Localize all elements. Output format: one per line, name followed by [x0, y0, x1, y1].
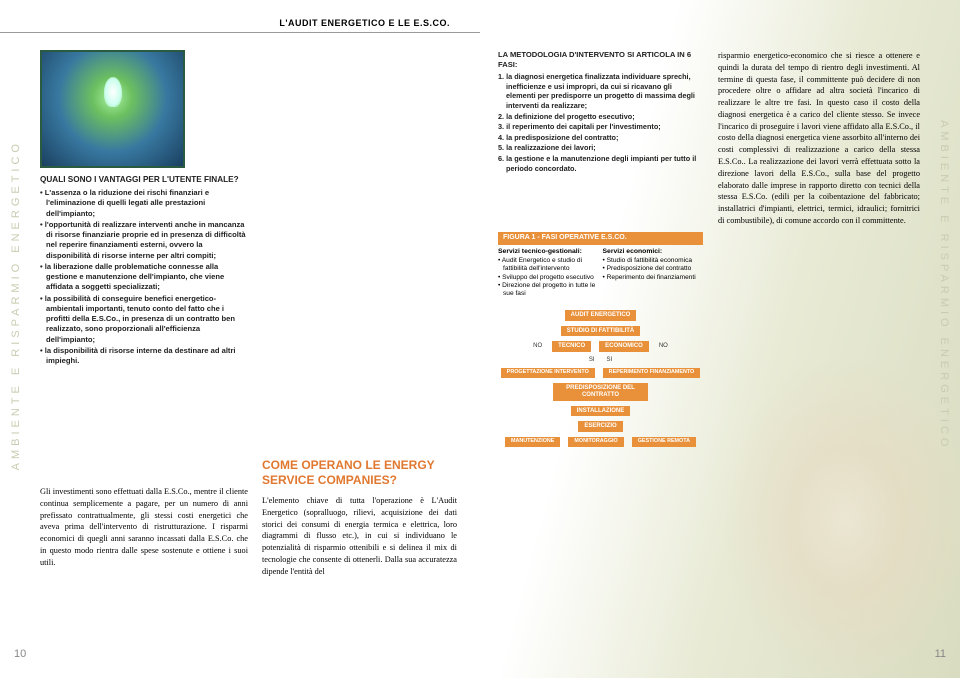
- list-item: la possibilità di conseguire benefici en…: [40, 294, 248, 345]
- list-item: Reperimento dei finanziamenti: [603, 274, 704, 282]
- methodology-list: 1. la diagnosi energetica finalizzata in…: [498, 72, 703, 173]
- figure-box: FIGURA 1 - FASI OPERATIVE E.S.CO. Serviz…: [498, 232, 703, 298]
- col-title: Servizi tecnico-gestionali:: [498, 248, 599, 256]
- flow-node: REPERIMENTO FINANZIAMENTO: [603, 368, 700, 378]
- advantages-list: L'assenza o la riduzione dei rischi fina…: [40, 188, 248, 366]
- flow-label-si: SI: [605, 357, 615, 364]
- list-item: l'opportunità di realizzare interventi a…: [40, 220, 248, 261]
- col-title: Servizi economici:: [603, 248, 704, 256]
- list-item: 3. il reperimento dei capitali per l'inv…: [498, 122, 703, 132]
- page-right: AMBIENTE E RISPARMIO ENERGETICO LA METOD…: [480, 0, 960, 678]
- flow-label-no: NO: [657, 343, 670, 350]
- figure-title: FIGURA 1 - FASI OPERATIVE E.S.CO.: [498, 232, 703, 245]
- list-item: 2. la definizione del progetto esecutivo…: [498, 112, 703, 122]
- right-body-text: risparmio energetico-economico che si ri…: [718, 50, 920, 227]
- flow-node: PROGETTAZIONE INTERVENTO: [501, 368, 595, 378]
- flow-node: ESERCIZIO: [578, 421, 622, 432]
- page-number-right: 11: [935, 648, 946, 660]
- figure-col-economic: Servizi economici: Studio di fattibilità…: [603, 248, 704, 299]
- flow-node: STUDIO DI FATTIBILITÀ: [561, 326, 641, 337]
- flow-node: PREDISPOSIZIONE DEL CONTRATTO: [553, 383, 648, 400]
- background-photo: [680, 328, 960, 678]
- advantages-title: QUALI SONO I VANTAGGI PER L'UTENTE FINAL…: [40, 174, 248, 185]
- methodology-box: LA METODOLOGIA D'INTERVENTO SI ARTICOLA …: [498, 50, 703, 174]
- page-number-left: 10: [14, 648, 26, 660]
- figure-col-technical: Servizi tecnico-gestionali: Audit Energe…: [498, 248, 599, 299]
- list-item: 4. la predisposizione del contratto;: [498, 133, 703, 143]
- left-body-text: Gli investimenti sono effettuati dalla E…: [40, 486, 248, 568]
- page-left: L'AUDIT ENERGETICO E LE E.S.CO. AMBIENTE…: [0, 0, 480, 678]
- list-item: Studio di fattibilità economica: [603, 257, 704, 265]
- list-item: la liberazione dalle problematiche conne…: [40, 262, 248, 293]
- list-item: L'assenza o la riduzione dei rischi fina…: [40, 188, 248, 219]
- flowchart: AUDIT ENERGETICO STUDIO DI FATTIBILITÀ N…: [498, 310, 703, 452]
- flow-node: MONITORAGGIO: [568, 437, 623, 447]
- mid-body-text: L'elemento chiave di tutta l'operazione …: [262, 495, 457, 577]
- flow-label-si: SI: [587, 357, 597, 364]
- flow-node: ECONOMICO: [599, 341, 649, 352]
- flow-node: GESTIONE REMOTA: [632, 437, 696, 447]
- flow-label-no: NO: [531, 343, 544, 350]
- list-item: la disponibilità di risorse interne da d…: [40, 346, 248, 367]
- hero-image: [40, 50, 185, 168]
- section-heading: COME OPERANO LE ENERGY SERVICE COMPANIES…: [262, 458, 462, 488]
- methodology-title: LA METODOLOGIA D'INTERVENTO SI ARTICOLA …: [498, 50, 703, 70]
- list-item: Sviluppo del progetto esecutivo: [498, 274, 599, 282]
- list-item: Direzione del progetto in tutte le sue f…: [498, 282, 599, 298]
- flow-node: AUDIT ENERGETICO: [565, 310, 637, 321]
- header-rule: [0, 32, 480, 33]
- list-item: Audit Energetico e studio di fattibilità…: [498, 257, 599, 273]
- advantages-box: QUALI SONO I VANTAGGI PER L'UTENTE FINAL…: [40, 174, 248, 367]
- flow-node: MANUTENZIONE: [505, 437, 560, 447]
- vertical-label-left: AMBIENTE E RISPARMIO ENERGETICO: [10, 140, 22, 470]
- flow-node: TECNICO: [552, 341, 591, 352]
- header-title: L'AUDIT ENERGETICO E LE E.S.CO.: [279, 18, 450, 28]
- list-item: 6. la gestione e la manutenzione degli i…: [498, 154, 703, 173]
- list-item: 5. la realizzazione dei lavori;: [498, 143, 703, 153]
- list-item: Predisposizione del contratto: [603, 265, 704, 273]
- vertical-label-right: AMBIENTE E RISPARMIO ENERGETICO: [938, 120, 950, 450]
- page-spread: L'AUDIT ENERGETICO E LE E.S.CO. AMBIENTE…: [0, 0, 960, 678]
- list-item: 1. la diagnosi energetica finalizzata in…: [498, 72, 703, 111]
- flow-node: INSTALLAZIONE: [571, 406, 631, 417]
